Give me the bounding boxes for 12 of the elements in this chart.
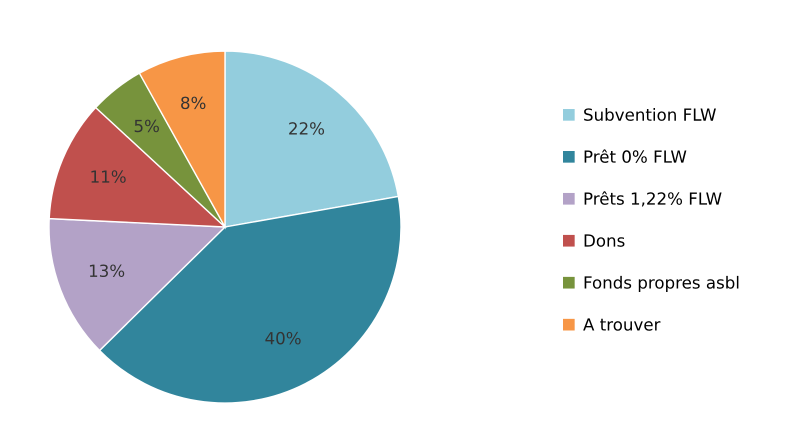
legend-label: Prêts 1,22% FLW [584,191,722,207]
data-label: 40% [265,332,301,344]
legend-label: A trouver [583,318,660,331]
legend-label: Dons [584,234,624,247]
legend-label: Fonds propres asbl [584,276,738,292]
legend-label: Prêt 0% FLW [584,149,686,163]
data-label: 22% [289,122,324,135]
data-label: 8% [181,96,206,110]
legend-label: Subvention FLW [584,108,716,121]
data-label: 11% [91,170,126,183]
data-label: 13% [90,264,124,278]
data-label: 5% [134,120,159,132]
